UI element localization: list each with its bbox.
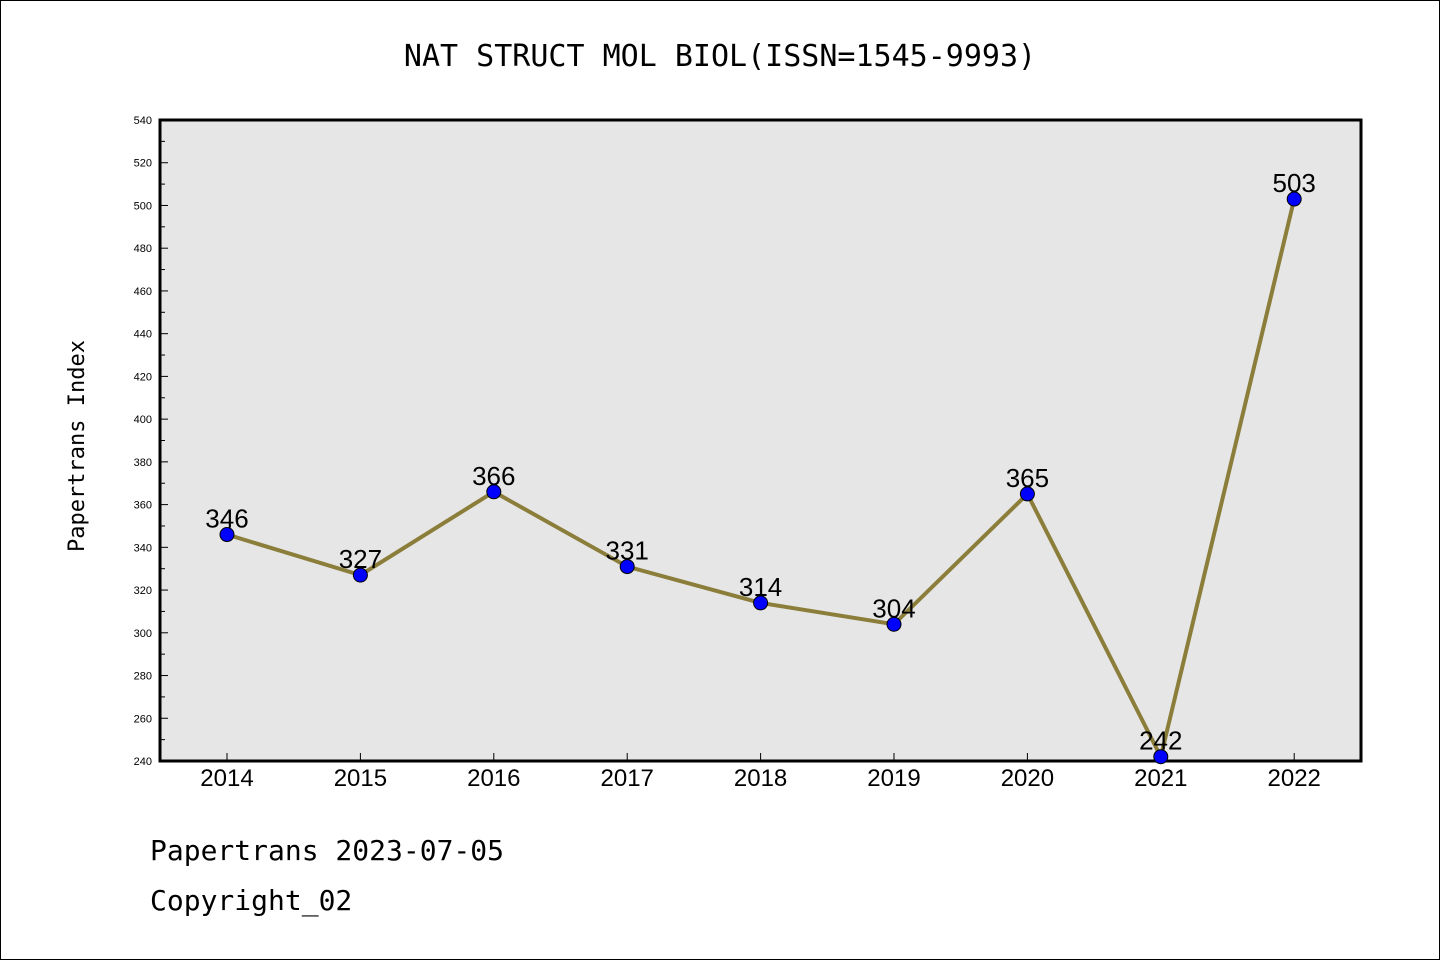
x-tick-label: 2018 — [734, 765, 787, 792]
x-tick-label: 2022 — [1268, 765, 1321, 792]
data-label: 503 — [1273, 168, 1316, 198]
y-tick-label: 340 — [134, 542, 152, 554]
x-tick-label: 2015 — [334, 765, 387, 792]
data-label: 327 — [339, 544, 382, 574]
chart-title: NAT STRUCT MOL BIOL(ISSN=1545-9993) — [404, 39, 1036, 74]
data-point — [886, 616, 902, 632]
y-axis-label: Papertrans Index — [65, 340, 90, 552]
y-tick-label: 400 — [134, 414, 152, 426]
y-tick-label: 320 — [134, 585, 152, 597]
plot-area — [158, 118, 1363, 763]
data-points — [219, 191, 1302, 765]
data-label: 366 — [472, 461, 515, 491]
x-axis-ticks: 2014 2015 2016 2017 2018 2019 2020 2021 2022 — [200, 753, 1321, 792]
y-tick-label: 360 — [134, 500, 152, 512]
y-tick-label: 300 — [134, 628, 152, 640]
data-label: 314 — [739, 572, 782, 602]
y-tick-label: 440 — [134, 329, 152, 341]
x-tick-label: 2021 — [1134, 765, 1187, 792]
y-tick-label: 520 — [134, 158, 152, 170]
y-tick-label: 500 — [134, 200, 152, 212]
data-point — [1019, 486, 1035, 502]
data-label: 365 — [1006, 463, 1049, 493]
y-tick-label: 260 — [134, 713, 152, 725]
data-label: 304 — [872, 593, 915, 623]
data-point — [352, 567, 368, 583]
data-label: 331 — [606, 536, 649, 566]
data-point — [219, 527, 235, 543]
y-tick-label: 480 — [134, 243, 152, 255]
data-point — [486, 484, 502, 500]
y-tick-label: 420 — [134, 371, 152, 383]
data-point — [1286, 191, 1302, 207]
data-label: 346 — [205, 504, 248, 534]
data-labels: 346 327 366 331 314 304 365 242 503 — [205, 168, 1316, 756]
x-tick-label: 2016 — [467, 765, 520, 792]
x-tick-label: 2020 — [1001, 765, 1054, 792]
footer-copyright: Copyright_02 — [150, 884, 353, 917]
x-tick-label: 2019 — [867, 765, 920, 792]
y-tick-label: 280 — [134, 671, 152, 683]
y-axis-ticks: 240 260 280 300 320 340 360 380 400 420 440 460 480 5… — [134, 115, 168, 768]
data-point — [753, 595, 769, 611]
y-tick-label: 240 — [134, 756, 152, 768]
y-tick-label: 380 — [134, 457, 152, 469]
x-tick-label: 2014 — [200, 765, 253, 792]
data-label: 242 — [1139, 726, 1182, 756]
y-tick-label: 540 — [134, 115, 152, 127]
y-tick-label: 460 — [134, 286, 152, 298]
data-point — [619, 559, 635, 575]
x-tick-label: 2017 — [601, 765, 654, 792]
data-point — [1153, 749, 1169, 765]
footer-date: Papertrans 2023-07-05 — [150, 834, 505, 867]
